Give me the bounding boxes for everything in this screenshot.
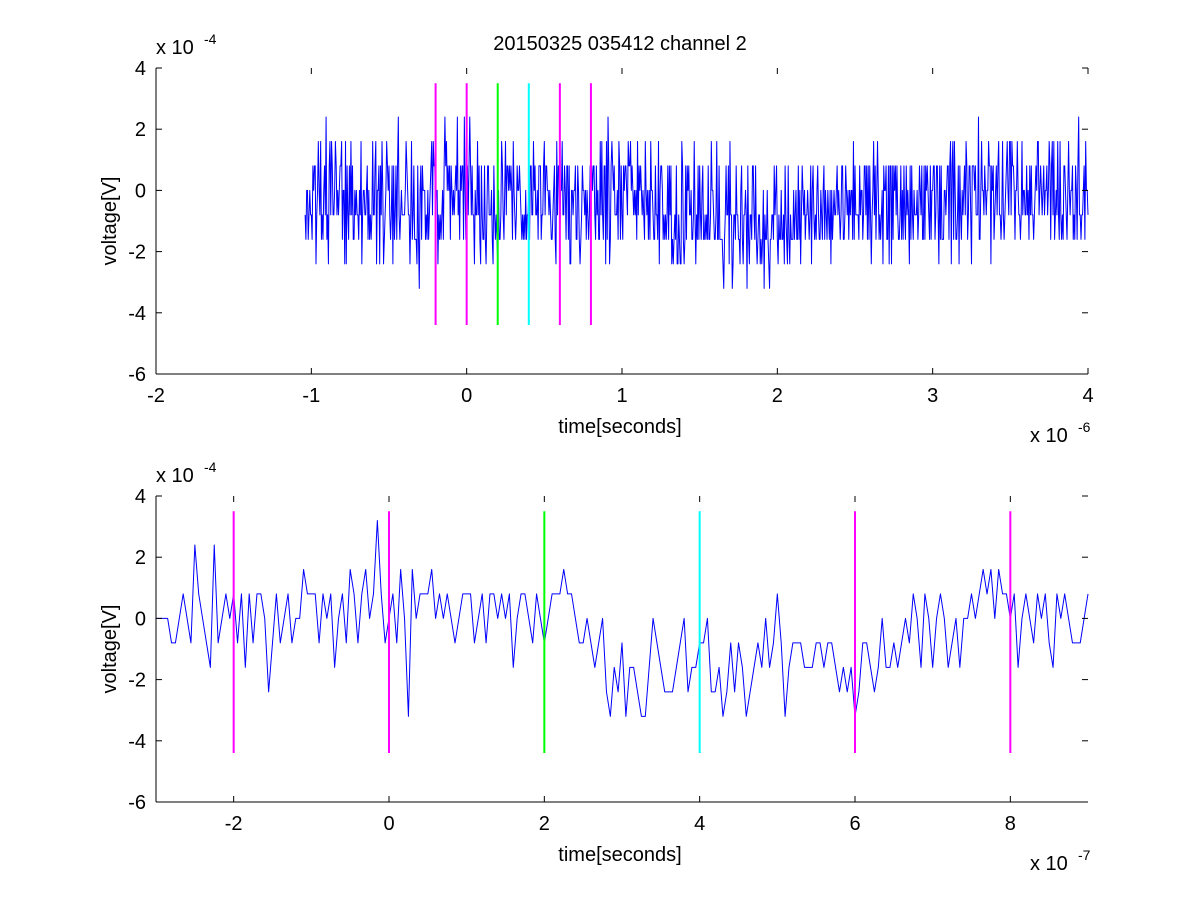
x-tick-label: 2 [539,813,550,835]
y-tick-label: -2 [128,670,146,692]
y-tick-label: -6 [128,364,146,386]
x-multiplier-exponent: -6 [1078,419,1091,435]
y-multiplier-base: x 10 [156,37,194,59]
top-axes: -2 -1 0 1 2 3 4 -6 -4 -2 0 2 4 time[seconds] voltage[V… [99,31,1094,447]
y-multiplier-exponent: -4 [204,459,217,475]
x-tick-label: 6 [849,813,860,835]
x-multiplier-base: x 10 [1030,425,1068,447]
y-tick-label: 4 [135,486,146,508]
y-tick-label: 2 [135,547,146,569]
y-tick-label: -4 [128,303,146,325]
y-multiplier-base: x 10 [156,465,194,487]
x-multiplier-exponent: -7 [1078,847,1091,863]
x-multiplier-base: x 10 [1030,853,1068,875]
x-tick-label: 4 [694,813,705,835]
y-tick-label: -6 [128,792,146,814]
x-tick-label: -2 [225,813,243,835]
y-tick-label: 0 [135,180,146,202]
x-tick-label: 3 [927,385,938,407]
x-tick-label: 2 [772,385,783,407]
x-axis-label: time[seconds] [558,416,681,438]
y-tick-label: -4 [128,731,146,753]
y-multiplier-exponent: -4 [204,31,217,47]
x-tick-label: 8 [1005,813,1016,835]
x-tick-label: 0 [461,385,472,407]
x-tick-label: 4 [1082,385,1093,407]
bottom-axes: -2 0 2 4 6 8 -6 -4 -2 0 2 4 time[seconds] voltage[V] x… [99,459,1091,875]
y-tick-label: -2 [128,242,146,264]
y-tick-label: 4 [135,58,146,80]
x-axis-label: time[seconds] [558,844,681,866]
y-tick-label: 2 [135,119,146,141]
x-tick-label: -1 [302,385,320,407]
x-tick-label: 0 [383,813,394,835]
series-line-0 [156,519,1089,717]
y-axis-label: voltage[V] [99,177,121,266]
x-tick-label: -2 [147,385,165,407]
figure-title: 20150325 035412 channel 2 [493,33,747,55]
y-axis-label: voltage[V] [99,605,121,694]
x-tick-label: 1 [616,385,627,407]
y-tick-label: 0 [135,608,146,630]
